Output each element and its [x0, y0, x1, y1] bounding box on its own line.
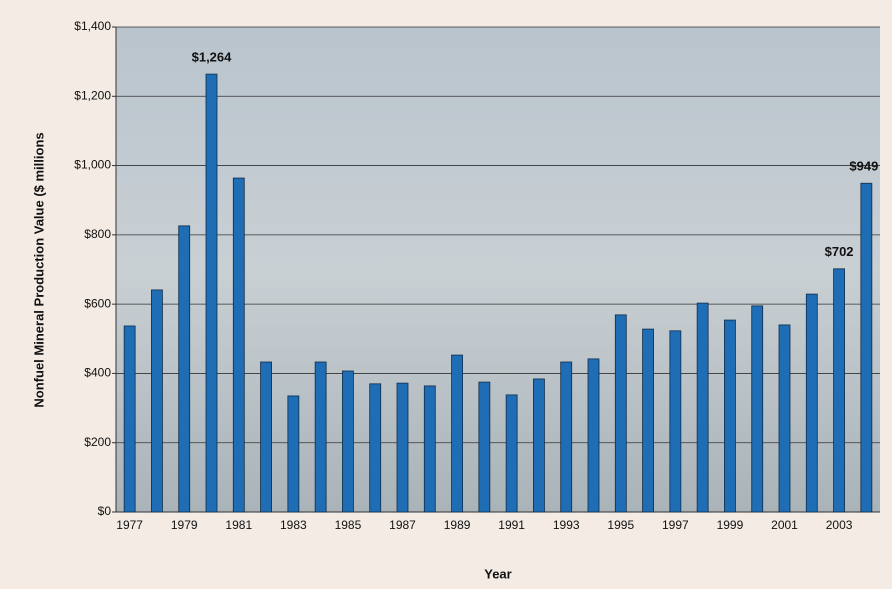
x-tick-label: 1977 [116, 518, 143, 532]
bar [287, 395, 300, 513]
y-tick-label: $800 [84, 227, 111, 241]
bar [260, 361, 272, 513]
x-tick-label: 1983 [280, 518, 307, 532]
x-tick-label: 1997 [662, 518, 689, 532]
bar [724, 319, 736, 513]
y-tick-label: $200 [84, 435, 111, 449]
bar [533, 378, 545, 513]
bar [805, 293, 818, 513]
bar [833, 268, 845, 513]
bar [642, 328, 654, 513]
x-tick-label: 1985 [335, 518, 362, 532]
bar [396, 382, 409, 513]
x-tick-label: 1981 [225, 518, 252, 532]
bar [123, 325, 136, 513]
plot-area [116, 27, 880, 512]
x-tick-label: 1995 [607, 518, 634, 532]
bar [478, 381, 491, 513]
bar [614, 314, 627, 513]
x-tick-label: 1989 [444, 518, 471, 532]
value-label: $949 [849, 159, 878, 174]
x-tick-label: 2001 [771, 518, 798, 532]
x-tick-label: 1993 [553, 518, 580, 532]
y-tick-label: $600 [84, 296, 111, 310]
bar [860, 182, 873, 513]
y-tick-label: $1,000 [74, 158, 111, 172]
y-tick-label: $1,200 [74, 88, 111, 102]
bar [369, 383, 382, 513]
bar [151, 289, 163, 513]
bar [314, 361, 327, 513]
bar [778, 324, 791, 513]
x-tick-label: 2003 [826, 518, 853, 532]
x-tick-label: 1979 [171, 518, 198, 532]
x-tick-label: 1999 [717, 518, 744, 532]
y-tick-label: $0 [98, 504, 112, 518]
bar [669, 330, 682, 513]
bar [205, 73, 218, 513]
x-tick-label: 1991 [498, 518, 525, 532]
bar [560, 361, 573, 513]
bar [178, 225, 191, 513]
bar [587, 358, 600, 513]
value-label: $702 [825, 244, 854, 259]
value-label: $1,264 [192, 50, 233, 65]
bar [751, 305, 764, 513]
bar [232, 177, 245, 513]
bar [696, 302, 709, 513]
x-axis-title: Year [484, 566, 511, 581]
x-tick-label: 1987 [389, 518, 416, 532]
bar [505, 394, 518, 513]
y-tick-label: $1,400 [74, 19, 111, 33]
bar [423, 385, 436, 513]
bar [451, 354, 463, 513]
y-axis-title: Nonfuel Mineral Production Value ($ mill… [31, 132, 46, 407]
y-tick-label: $400 [84, 366, 111, 380]
bar [342, 370, 354, 513]
